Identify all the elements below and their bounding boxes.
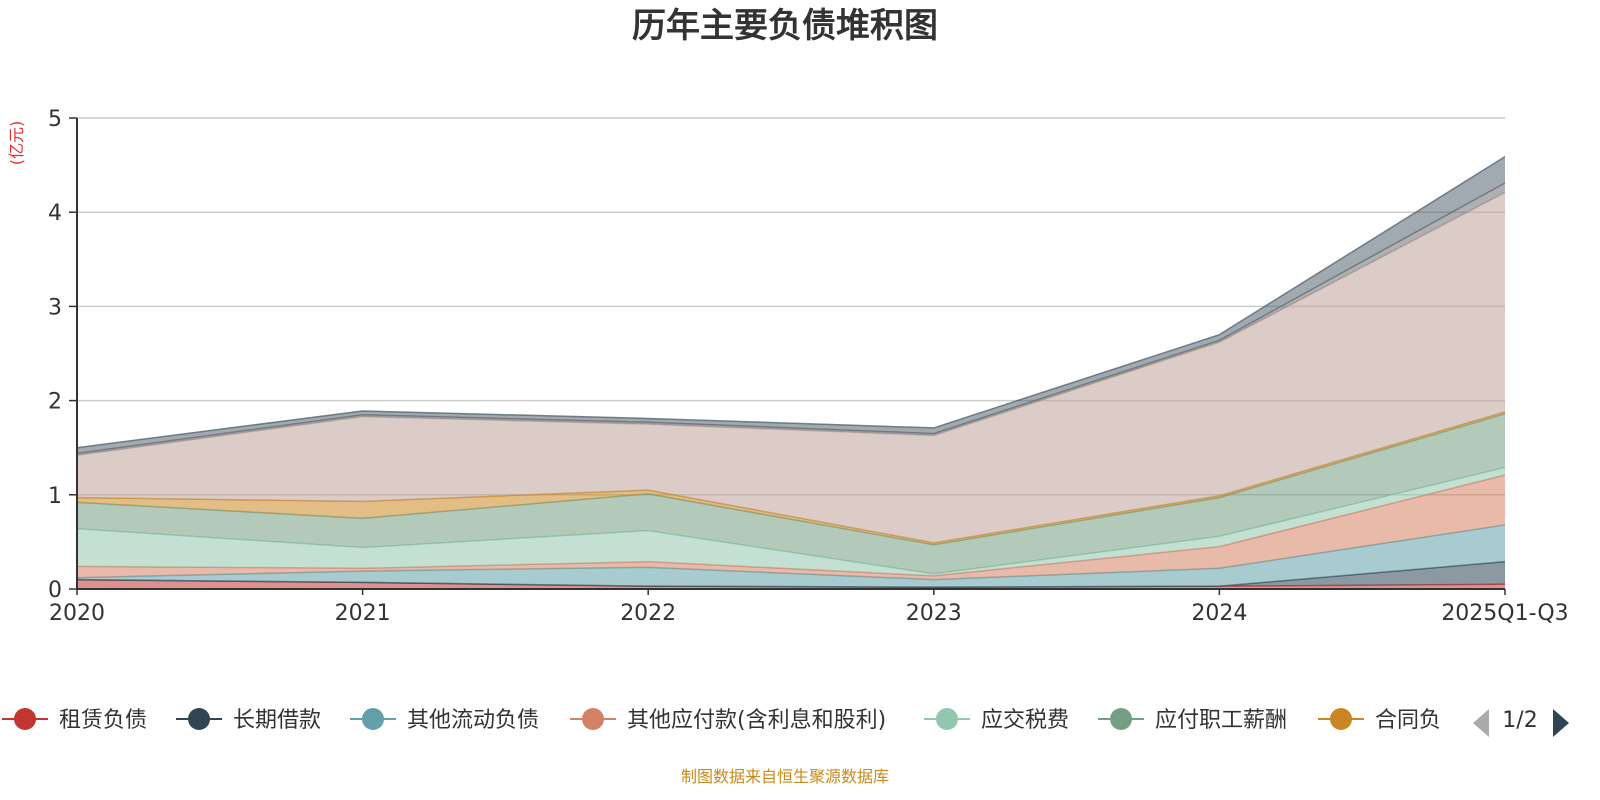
legend-page-indicator: 1/2	[1502, 708, 1537, 733]
legend-marker-icon	[936, 708, 958, 730]
y-tick-label: 0	[48, 578, 62, 603]
area-series-5	[77, 413, 1505, 574]
legend-marker-icon	[582, 708, 604, 730]
legend-next-page-icon[interactable]	[1553, 709, 1569, 737]
stacked-areas	[76, 155, 1506, 589]
legend-label: 应付职工薪酬	[1155, 708, 1287, 733]
legend-item-2[interactable]: 其他流动负债	[350, 708, 539, 733]
legend-pager[interactable]: 1/2	[1473, 708, 1569, 737]
area-series-9-edge	[76, 155, 1506, 449]
area-series-4	[77, 467, 1505, 576]
y-tick-label: 2	[48, 390, 62, 415]
y-tick-label: 3	[48, 295, 62, 320]
legend-label: 合同负	[1375, 708, 1441, 733]
legend-label: 租赁负债	[59, 708, 147, 733]
x-tick-label: 2021	[335, 601, 391, 626]
x-tick-label: 2024	[1191, 601, 1247, 626]
legend-marker-icon	[362, 708, 384, 730]
legend-item-4[interactable]: 应交税费	[924, 708, 1069, 733]
y-tick-label: 5	[48, 107, 62, 132]
x-tick-label: 2020	[49, 601, 105, 626]
legend-label: 应交税费	[981, 708, 1069, 733]
chart-title: 历年主要负债堆积图	[632, 6, 938, 46]
legend-item-3[interactable]: 其他应付款(含利息和股利)	[570, 708, 886, 733]
y-tick-label: 1	[48, 484, 62, 509]
legend-item-5[interactable]: 应付职工薪酬	[1098, 708, 1287, 733]
legend-item-6[interactable]: 合同负	[1318, 708, 1441, 733]
axes: 0 1 2 3 4 5 2020 2021 2022 2023 2024 2025Q1-Q3	[48, 107, 1569, 626]
legend-item-0[interactable]: 租赁负债	[2, 708, 147, 733]
legend[interactable]: 租赁负债 长期借款 其他流动负债 其他应付款(含利息和股利) 应交税费 应付职工薪酬 合同负	[2, 708, 1441, 733]
data-source-note: 制图数据来自恒生聚源数据库	[681, 767, 889, 786]
legend-label: 长期借款	[233, 708, 321, 733]
area-series-6	[77, 411, 1505, 545]
legend-marker-icon	[188, 708, 210, 730]
x-tick-label: 2022	[620, 601, 676, 626]
legend-label: 其他流动负债	[407, 708, 539, 733]
area-series-1	[77, 561, 1505, 588]
legend-marker-icon	[1110, 708, 1132, 730]
legend-label: 其他应付款(含利息和股利)	[627, 708, 886, 733]
legend-prev-page-icon[interactable]	[1473, 709, 1489, 737]
legend-item-1[interactable]: 长期借款	[176, 708, 321, 733]
area-series-7	[77, 192, 1505, 543]
x-tick-label: 2023	[906, 601, 962, 626]
y-axis-unit-label: (亿元)	[7, 121, 26, 166]
x-tick-label: 2025Q1-Q3	[1441, 601, 1568, 626]
legend-marker-icon	[1330, 708, 1352, 730]
area-series-3	[77, 475, 1505, 580]
legend-marker-icon	[14, 708, 36, 730]
y-tick-label: 4	[48, 201, 62, 226]
